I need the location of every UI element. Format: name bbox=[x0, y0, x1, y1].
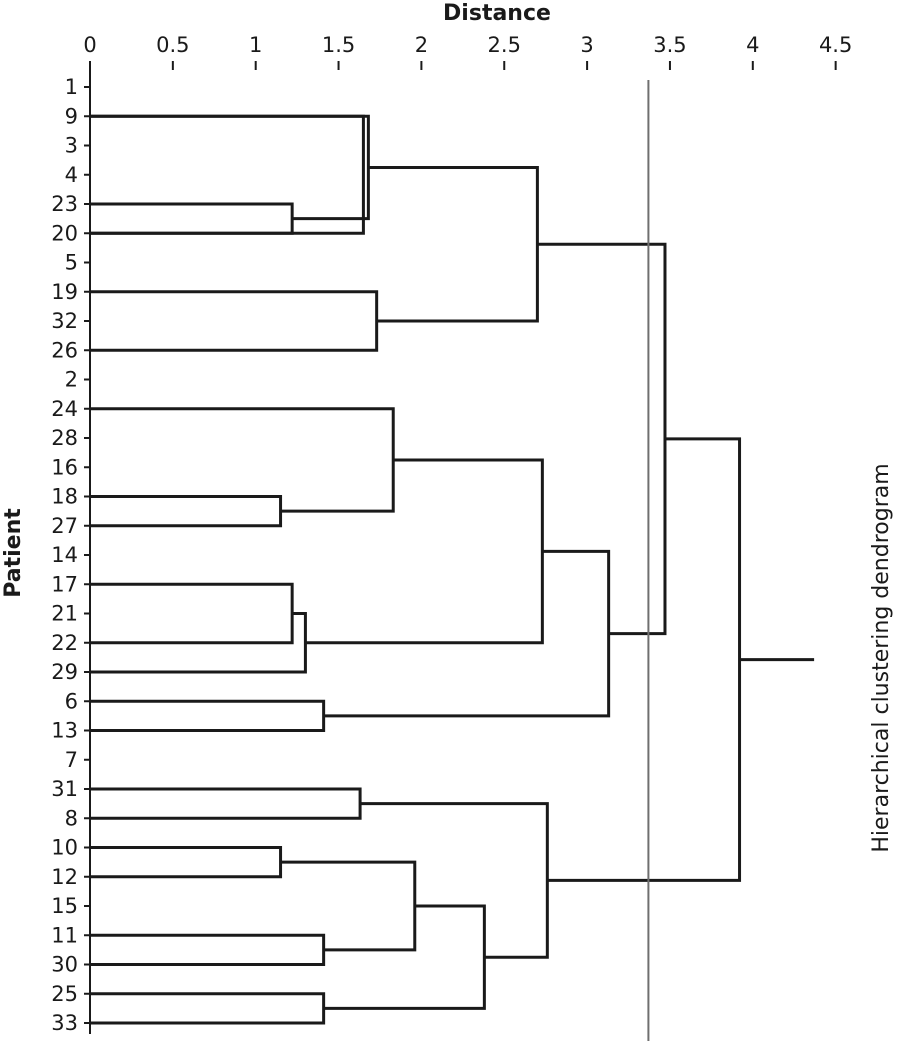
leaf-label: 31 bbox=[51, 777, 78, 801]
merge-link-U bbox=[547, 437, 742, 882]
leaf-label: 28 bbox=[51, 426, 78, 450]
leaf-label: 7 bbox=[65, 748, 78, 772]
leaf-label: 3 bbox=[65, 134, 78, 158]
leaf-label: 4 bbox=[65, 163, 78, 187]
leaf-label: 25 bbox=[51, 982, 78, 1006]
x-tick-label: 2.5 bbox=[488, 33, 521, 57]
leaf-label: 19 bbox=[51, 280, 78, 304]
x-axis-title: Distance bbox=[443, 1, 551, 26]
leaf-label: 32 bbox=[51, 309, 78, 333]
x-axis-tick-labels: 0 0.5 1 1.5 2 2.5 3 3.5 4 4.5 bbox=[83, 33, 852, 57]
merge-link-F bbox=[90, 495, 283, 528]
leaf-label: 11 bbox=[51, 923, 78, 947]
merge-link-R bbox=[90, 992, 326, 1025]
merge-link-T bbox=[360, 802, 549, 959]
leaf-label: 13 bbox=[51, 719, 78, 743]
leaf-label: 5 bbox=[65, 251, 78, 275]
x-tick-label: 3.5 bbox=[653, 33, 686, 57]
leaf-label: 14 bbox=[51, 543, 78, 567]
chart-title: Hierarchical clustering dendrogram bbox=[869, 463, 894, 852]
leaf-label: 18 bbox=[51, 485, 78, 509]
leaf-label: 22 bbox=[51, 631, 78, 655]
merge-link-M bbox=[537, 242, 667, 636]
leaf-label: 27 bbox=[51, 514, 78, 538]
x-axis-ticks bbox=[89, 61, 837, 70]
leaf-label: 23 bbox=[51, 192, 78, 216]
leaf-label: 15 bbox=[51, 894, 78, 918]
merge-link-B bbox=[90, 202, 294, 235]
leaf-label: 16 bbox=[51, 455, 78, 479]
leaf-label: 29 bbox=[51, 660, 78, 684]
leaf-label: 12 bbox=[51, 865, 78, 889]
dendrogram-links bbox=[90, 114, 815, 1025]
leaf-label: 20 bbox=[51, 221, 78, 245]
x-tick-label: 0 bbox=[83, 33, 96, 57]
leaf-label: 30 bbox=[51, 953, 78, 977]
leaf-labels: 1934232051932262242816182714172122296137… bbox=[51, 75, 78, 1035]
leaf-label: 6 bbox=[65, 689, 78, 713]
merge-link-P bbox=[90, 933, 326, 966]
merge-link-A bbox=[90, 114, 365, 235]
leaf-label: 21 bbox=[51, 602, 78, 626]
x-tick-label: 2 bbox=[415, 33, 428, 57]
leaf-label: 33 bbox=[51, 1011, 78, 1035]
leaf-label: 8 bbox=[65, 806, 78, 830]
merge-link-E bbox=[368, 165, 539, 323]
x-tick-label: 1 bbox=[249, 33, 262, 57]
merge-link-H bbox=[90, 582, 294, 645]
x-tick-label: 4.5 bbox=[819, 33, 852, 57]
merge-link-J bbox=[305, 458, 544, 645]
leaf-label: 24 bbox=[51, 397, 78, 421]
merge-link-N bbox=[90, 787, 362, 820]
leaf-label: 2 bbox=[65, 368, 78, 392]
merge-link-O bbox=[90, 846, 283, 879]
y-axis bbox=[84, 70, 91, 1034]
merge-link-D bbox=[90, 290, 379, 352]
leaf-label: 9 bbox=[65, 104, 78, 128]
x-tick-label: 1.5 bbox=[322, 33, 355, 57]
merge-link-S bbox=[323, 904, 486, 1010]
leaf-label: 17 bbox=[51, 572, 78, 596]
x-tick-label: 0.5 bbox=[156, 33, 189, 57]
leaf-label: 1 bbox=[65, 75, 78, 99]
x-tick-label: 3 bbox=[580, 33, 593, 57]
merge-link-L bbox=[323, 549, 611, 718]
y-axis-title: Patient bbox=[1, 508, 26, 598]
x-tick-label: 4 bbox=[746, 33, 759, 57]
leaf-label: 10 bbox=[51, 836, 78, 860]
merge-link-K bbox=[90, 699, 326, 732]
leaf-label: 26 bbox=[51, 338, 78, 362]
